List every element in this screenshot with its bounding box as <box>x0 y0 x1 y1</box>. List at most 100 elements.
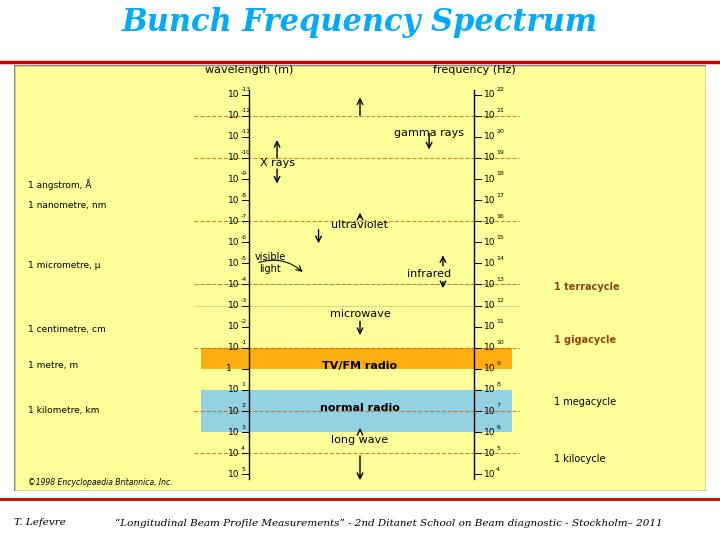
Text: 10: 10 <box>228 428 239 437</box>
Text: 1 megacycle: 1 megacycle <box>554 397 616 407</box>
Text: 1 metre, m: 1 metre, m <box>28 361 78 370</box>
Text: 1 kilometre, km: 1 kilometre, km <box>28 406 99 415</box>
Text: 10: 10 <box>485 111 496 120</box>
Text: 10: 10 <box>485 217 496 226</box>
Text: -5: -5 <box>241 256 247 261</box>
Text: 10: 10 <box>485 153 496 163</box>
Text: 1 nanometre, nm: 1 nanometre, nm <box>28 201 107 210</box>
Text: 10: 10 <box>228 407 239 416</box>
Text: 5: 5 <box>241 467 245 472</box>
Text: 10: 10 <box>228 90 239 99</box>
Text: 16: 16 <box>496 214 504 219</box>
Text: normal radio: normal radio <box>320 403 400 413</box>
Text: -9: -9 <box>241 171 248 177</box>
Text: visible
light: visible light <box>254 252 286 274</box>
Text: 1: 1 <box>241 382 245 387</box>
Text: 10: 10 <box>228 449 239 458</box>
Text: -6: -6 <box>241 235 247 240</box>
Text: 1 gigacycle: 1 gigacycle <box>554 335 616 345</box>
Text: microwave: microwave <box>330 309 390 319</box>
Bar <box>201 390 512 432</box>
Text: 10: 10 <box>485 470 496 479</box>
Text: -10: -10 <box>241 150 251 156</box>
Text: 10: 10 <box>228 174 239 184</box>
Text: 10: 10 <box>485 449 496 458</box>
Text: 10: 10 <box>228 386 239 394</box>
Text: 10: 10 <box>485 364 496 373</box>
Text: 10: 10 <box>228 238 239 247</box>
Text: 10: 10 <box>228 343 239 352</box>
Text: “Longitudinal Beam Profile Measurements” - 2nd Ditanet School on Beam diagnostic: “Longitudinal Beam Profile Measurements”… <box>115 518 663 528</box>
Text: infrared: infrared <box>407 269 451 279</box>
Text: 10: 10 <box>485 259 496 268</box>
Text: 10: 10 <box>228 195 239 205</box>
Text: 10: 10 <box>485 195 496 205</box>
Text: 14: 14 <box>496 256 504 261</box>
Text: 10: 10 <box>485 322 496 331</box>
Text: 10: 10 <box>228 280 239 289</box>
Text: 1: 1 <box>226 364 232 373</box>
Text: 10: 10 <box>485 343 496 352</box>
Text: 11: 11 <box>496 319 504 324</box>
Text: 13: 13 <box>496 277 504 282</box>
Text: frequency (Hz): frequency (Hz) <box>433 65 516 76</box>
Text: 15: 15 <box>496 235 504 240</box>
Text: 1 angstrom, Å: 1 angstrom, Å <box>28 179 91 190</box>
Text: 4: 4 <box>496 467 500 472</box>
Text: 20: 20 <box>496 129 504 134</box>
Text: 10: 10 <box>228 217 239 226</box>
Text: 10: 10 <box>228 470 239 479</box>
Text: 1 centimetre, cm: 1 centimetre, cm <box>28 325 106 334</box>
Text: T. Lefevre: T. Lefevre <box>14 518 66 528</box>
Text: 12: 12 <box>496 298 504 303</box>
Text: 1 kilocycle: 1 kilocycle <box>554 454 605 464</box>
Text: 7: 7 <box>496 403 500 408</box>
Text: 9: 9 <box>496 361 500 366</box>
Text: 10: 10 <box>485 238 496 247</box>
Text: 10: 10 <box>485 301 496 310</box>
Text: gamma rays: gamma rays <box>394 128 464 138</box>
Text: 22: 22 <box>496 87 504 92</box>
Text: 10: 10 <box>228 301 239 310</box>
Text: 1 micrometre, μ: 1 micrometre, μ <box>28 261 101 270</box>
Text: 6: 6 <box>496 424 500 429</box>
Text: 10: 10 <box>485 386 496 394</box>
Bar <box>201 348 512 369</box>
Text: long wave: long wave <box>331 435 389 445</box>
Text: Bunch Frequency Spectrum: Bunch Frequency Spectrum <box>122 7 598 38</box>
Text: 2: 2 <box>241 403 245 408</box>
FancyBboxPatch shape <box>14 65 706 491</box>
Text: 4: 4 <box>241 446 245 450</box>
Text: 10: 10 <box>485 407 496 416</box>
Text: 3: 3 <box>241 424 245 429</box>
Text: 10: 10 <box>485 90 496 99</box>
Text: 19: 19 <box>496 150 504 156</box>
Text: -1: -1 <box>241 340 247 345</box>
Text: -2: -2 <box>241 319 248 324</box>
Text: 21: 21 <box>496 108 504 113</box>
Text: ultraviolet: ultraviolet <box>331 220 389 230</box>
Text: -12: -12 <box>241 108 251 113</box>
Text: ©1998 Encyclopaedia Britannica, Inc.: ©1998 Encyclopaedia Britannica, Inc. <box>28 478 173 487</box>
Text: wavelength (m): wavelength (m) <box>205 65 294 76</box>
Text: 10: 10 <box>228 322 239 331</box>
Text: 5: 5 <box>496 446 500 450</box>
Text: 10: 10 <box>228 259 239 268</box>
Text: -7: -7 <box>241 214 248 219</box>
Text: -4: -4 <box>241 277 248 282</box>
Text: 10: 10 <box>228 111 239 120</box>
Text: 10: 10 <box>496 340 504 345</box>
Text: 10: 10 <box>485 428 496 437</box>
Text: 8: 8 <box>496 382 500 387</box>
Text: 18: 18 <box>496 171 504 177</box>
Text: 17: 17 <box>496 192 504 198</box>
Text: -11: -11 <box>241 129 251 134</box>
Text: 10: 10 <box>485 132 496 141</box>
Text: -3: -3 <box>241 298 248 303</box>
Text: -13: -13 <box>241 87 251 92</box>
Text: 1 terracycle: 1 terracycle <box>554 282 619 292</box>
Text: 10: 10 <box>228 153 239 163</box>
Text: -8: -8 <box>241 192 247 198</box>
Text: 10: 10 <box>485 280 496 289</box>
Text: 10: 10 <box>228 132 239 141</box>
